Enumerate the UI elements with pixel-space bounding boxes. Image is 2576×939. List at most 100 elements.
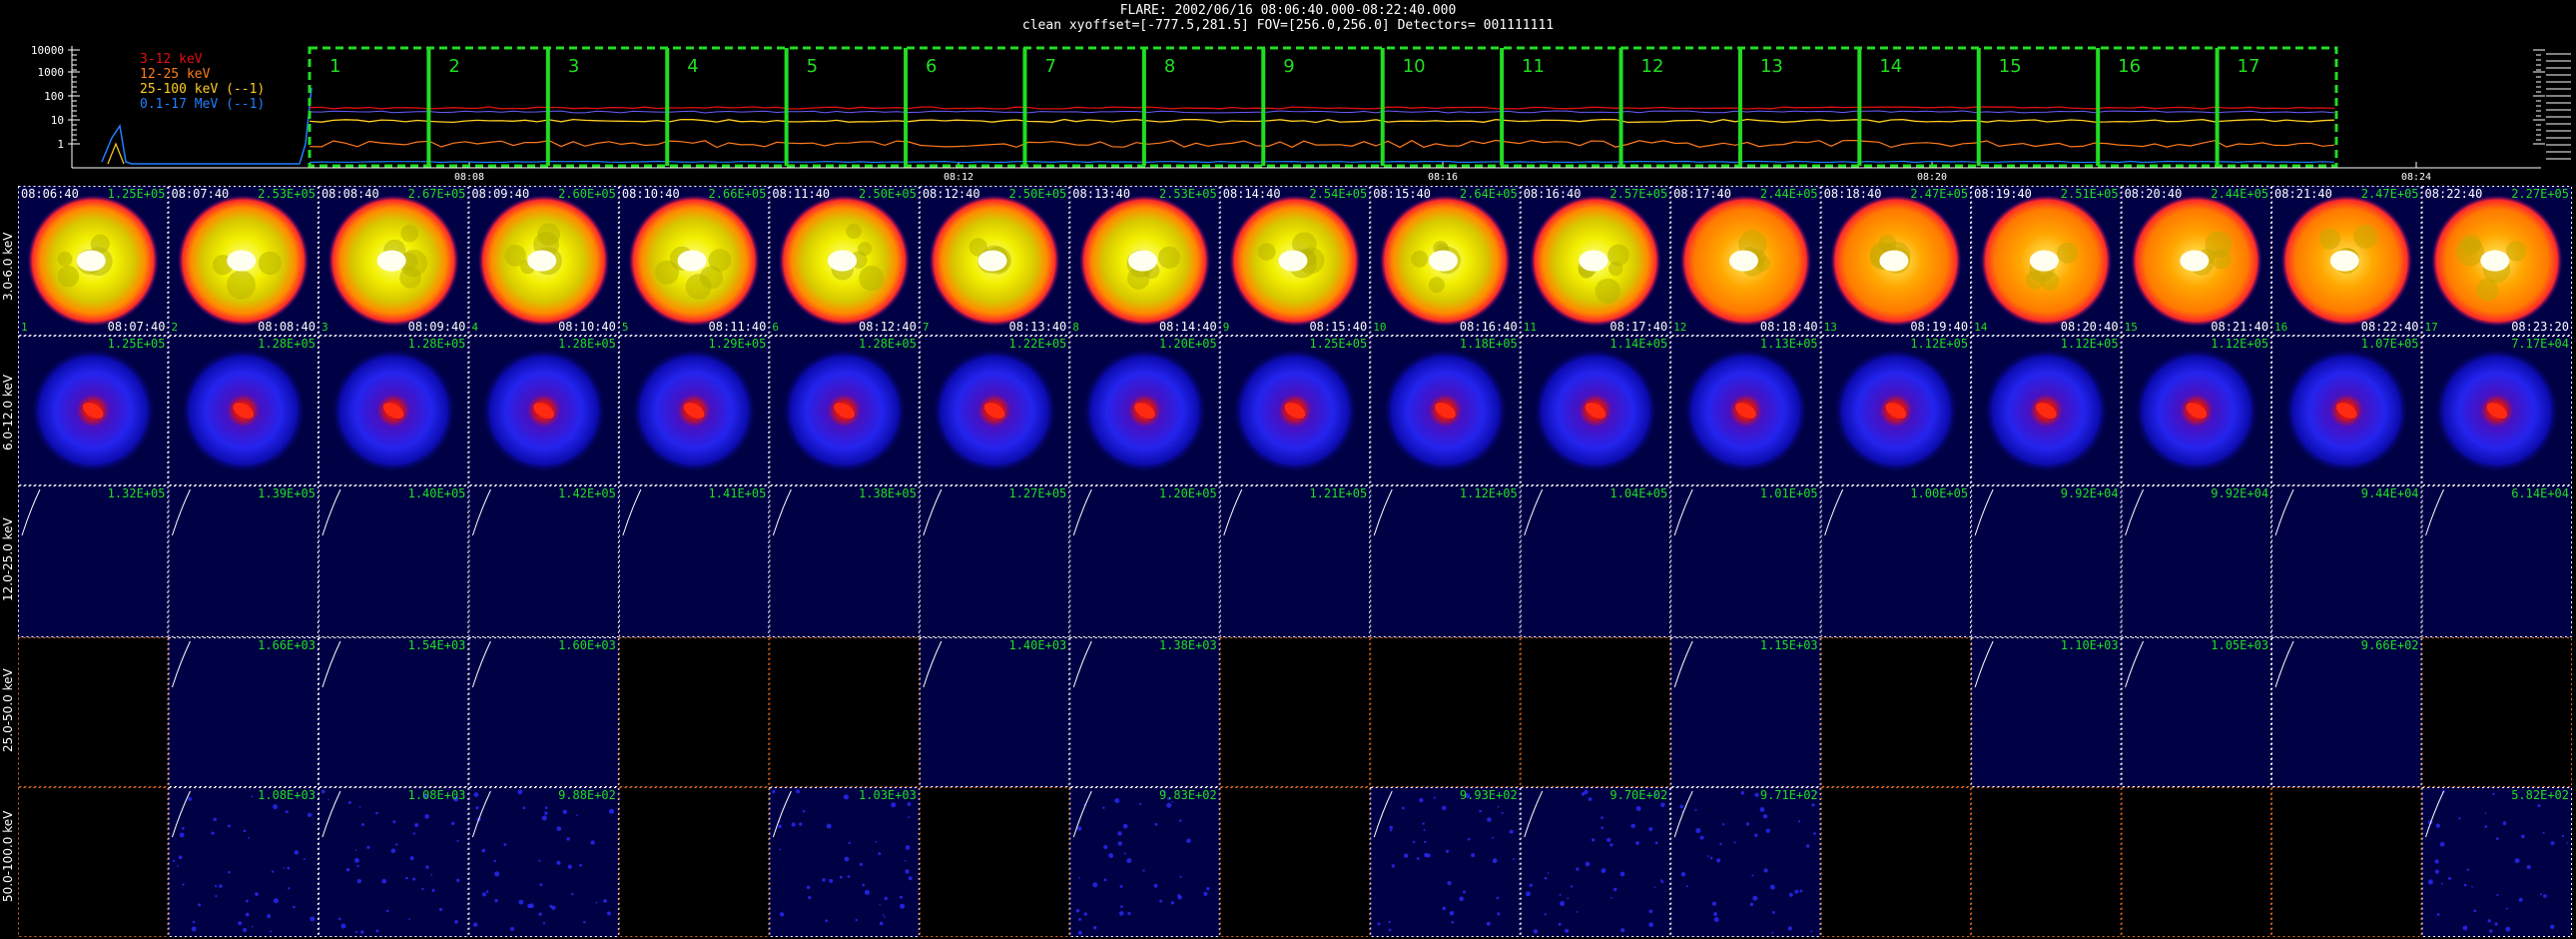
noise-speck bbox=[2489, 929, 2493, 933]
panel-background bbox=[2271, 637, 2422, 787]
interval-end-time: 08:20:40 bbox=[2061, 320, 2119, 334]
panel-background bbox=[1971, 485, 2122, 637]
image-panel: 1.20E+05 bbox=[1069, 485, 1220, 637]
panel-background bbox=[1971, 637, 2122, 787]
noise-speck bbox=[2439, 841, 2445, 847]
limb-arc bbox=[471, 488, 491, 536]
interval-label: 8 bbox=[1164, 56, 1175, 77]
source-core bbox=[2480, 250, 2510, 272]
peak-value: 9.70E+02 bbox=[1610, 788, 1667, 802]
noise-speck bbox=[2463, 883, 2467, 887]
noise-speck bbox=[2540, 893, 2543, 896]
limb-arc bbox=[1824, 488, 1844, 536]
noise-speck bbox=[1635, 841, 1639, 845]
panel-background bbox=[769, 787, 920, 937]
limb-arc bbox=[21, 488, 41, 536]
noise-speck bbox=[1771, 931, 1774, 934]
peak-value: 1.39E+05 bbox=[258, 486, 316, 500]
noise-speck bbox=[522, 806, 526, 810]
peak-value: 1.18E+05 bbox=[1460, 337, 1518, 351]
peak-value: 1.14E+05 bbox=[1610, 337, 1667, 351]
noise-speck bbox=[431, 888, 435, 892]
noise-speck bbox=[2492, 792, 2495, 796]
interval-end-time: 08:11:40 bbox=[709, 320, 767, 334]
interval-end-time: 08:13:40 bbox=[1008, 320, 1066, 334]
image-panel: 1.13E+05 bbox=[1670, 336, 1821, 485]
image-panel: 1.60E+03 bbox=[468, 637, 619, 787]
noise-speck bbox=[879, 921, 884, 926]
noise-speck bbox=[353, 857, 359, 863]
interval-number: 5 bbox=[622, 321, 629, 334]
noise-speck bbox=[1487, 817, 1492, 822]
interval-number: 15 bbox=[2125, 321, 2138, 334]
plot-header: FLARE: 2002/06/16 08:06:40.000-08:22:40.… bbox=[0, 0, 2576, 36]
source-core-red bbox=[683, 403, 705, 419]
source-core bbox=[527, 250, 557, 272]
source-core bbox=[2329, 250, 2359, 272]
image-panel bbox=[1219, 787, 1371, 937]
source-core-red bbox=[1585, 403, 1607, 419]
noise-speck bbox=[539, 883, 543, 887]
panel-background bbox=[2121, 485, 2272, 637]
image-panel: 1.20E+05 bbox=[1069, 336, 1220, 485]
image-panel: 1.28E+05 bbox=[168, 336, 319, 485]
x-tick-label: 08:20 bbox=[1917, 172, 1947, 183]
noise-speck bbox=[528, 903, 534, 909]
source-core-red bbox=[82, 403, 104, 419]
noise-speck bbox=[390, 848, 396, 854]
noise-speck bbox=[243, 829, 247, 833]
noise-speck bbox=[245, 899, 249, 903]
noise-speck bbox=[2505, 926, 2511, 932]
image-panel: 9.44E+04 bbox=[2271, 485, 2422, 637]
noise-speck bbox=[1654, 841, 1658, 845]
noise-speck bbox=[908, 816, 911, 819]
noise-speck bbox=[509, 927, 515, 932]
noise-speck bbox=[1170, 901, 1174, 905]
noise-speck bbox=[456, 839, 459, 843]
peak-value: 1.27E+05 bbox=[1008, 486, 1066, 500]
noise-speck bbox=[1076, 826, 1082, 831]
peak-value: 9.92E+04 bbox=[2061, 486, 2119, 500]
image-parameters: clean xyoffset=[-777.5,281.5] FOV=[256.0… bbox=[1021, 18, 1555, 33]
noise-speck bbox=[1102, 806, 1105, 809]
image-panel: 1.12E+05 bbox=[1971, 336, 2122, 485]
noise-speck bbox=[772, 790, 776, 794]
noise-speck bbox=[392, 820, 396, 824]
limb-arc bbox=[622, 488, 642, 536]
limb-arc bbox=[2425, 488, 2444, 536]
noise-speck bbox=[1547, 872, 1550, 874]
source-blob bbox=[2211, 249, 2232, 270]
image-panel bbox=[1971, 787, 2122, 937]
noise-speck bbox=[1619, 871, 1625, 877]
interval-start-time: 08:17:40 bbox=[1673, 187, 1731, 201]
source-blob bbox=[2353, 224, 2378, 249]
noise-speck bbox=[1423, 828, 1426, 832]
noise-speck bbox=[1706, 855, 1709, 857]
noise-speck bbox=[1769, 884, 1775, 890]
noise-speck bbox=[1813, 832, 1816, 835]
source-core-red bbox=[2186, 403, 2208, 419]
noise-speck bbox=[1178, 819, 1182, 822]
image-panel: 9.93E+02 bbox=[1370, 787, 1521, 937]
limb-arc bbox=[471, 790, 491, 838]
noise-speck bbox=[1377, 922, 1381, 926]
noise-speck bbox=[1103, 878, 1107, 882]
noise-speck bbox=[1179, 875, 1182, 878]
peak-value: 1.22E+05 bbox=[1008, 337, 1066, 351]
image-panel: 9.92E+04 bbox=[1971, 485, 2122, 637]
noise-speck bbox=[1694, 808, 1697, 811]
peak-value: 1.15E+03 bbox=[1760, 638, 1818, 652]
noise-speck bbox=[908, 876, 913, 881]
panel-background bbox=[1820, 787, 1972, 937]
source-core bbox=[376, 250, 406, 272]
lightcurve-legend: 3-12 keV 12-25 keV 25-100 keV (--1) 0.1-… bbox=[140, 52, 265, 112]
noise-speck bbox=[1533, 929, 1539, 934]
noise-speck bbox=[385, 909, 389, 913]
image-panel: 9.66E+02 bbox=[2271, 637, 2422, 787]
noise-speck bbox=[567, 864, 572, 869]
noise-speck bbox=[1592, 838, 1596, 842]
image-panel: 6.14E+04 bbox=[2421, 485, 2572, 637]
x-tick-label: 08:08 bbox=[454, 172, 484, 183]
noise-speck bbox=[172, 859, 176, 863]
noise-speck bbox=[1559, 893, 1562, 896]
